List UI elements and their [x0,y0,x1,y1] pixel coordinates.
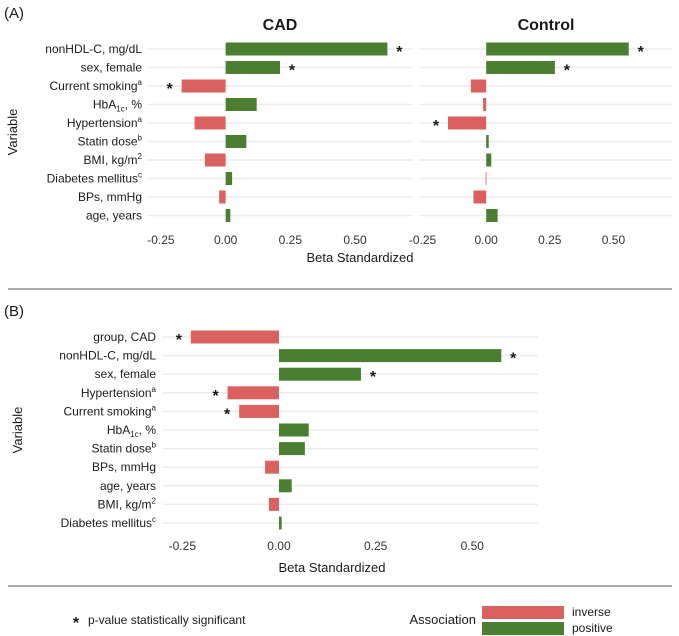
y-tick-label: BMI, kg/m2 [84,152,143,167]
bar [225,209,231,222]
significance-star: * [396,44,403,61]
bar [483,98,487,111]
y-tick-label: nonHDL-C, mg/dL [45,42,142,56]
significance-star: * [224,406,231,423]
significance-star: * [167,81,174,98]
y-tick-label: Diabetes mellitusc [61,515,156,530]
y-tick-label: Current smokinga [50,78,143,93]
x-tick-label: 0.50 [343,233,367,247]
legend-label-inverse: inverse [572,605,611,619]
bar [486,135,489,148]
panel-title: Control [518,17,575,34]
x-tick-label: 0.50 [602,233,626,247]
y-tick-label: group, CAD [93,330,156,344]
bar [190,330,279,344]
y-tick-label: Hypertensiona [81,385,157,400]
y-tick-label: BMI, kg/m2 [98,496,157,511]
bar [268,497,279,511]
bar [278,349,502,363]
bar [225,42,388,56]
y-tick-label: age, years [100,479,156,493]
y-tick-label: BPs, mmHg [92,460,156,474]
y-tick-label: HbA1c, % [107,423,156,439]
bar [470,79,487,93]
bar [181,79,226,93]
legend-label-positive: positive [572,621,613,635]
significance-star: * [510,351,517,368]
y-tick-label: Current smokinga [64,403,157,418]
x-tick-label: 0.00 [475,233,499,247]
y-axis-title: Variable [10,407,25,454]
bar [225,61,280,74]
y-tick-label: HbA1c, % [93,98,142,114]
legend-swatch-positive [482,622,564,635]
bar [278,423,309,437]
panel-label-a: (A) [4,5,24,22]
y-tick-label: age, years [86,209,142,223]
x-axis-title: Beta Standardized [279,560,386,575]
bar [486,209,498,222]
bar [486,153,492,167]
y-tick-label: BPs, mmHg [78,190,142,204]
y-tick-label: Hypertensiona [67,115,143,130]
y-tick-label: sex, female [81,61,143,75]
bar [265,460,279,474]
significance-star: * [564,63,571,80]
bar [225,172,233,185]
bar [448,116,487,130]
y-tick-label: Statin doseb [92,441,157,456]
y-tick-label: Diabetes mellitusc [47,171,142,186]
x-tick-label: 0.25 [364,539,388,553]
x-tick-label: 0.00 [214,233,238,247]
x-tick-label: 0.50 [461,539,485,553]
x-axis-title: Beta Standardized [307,250,414,265]
legend-star-icon: * [73,615,80,632]
bar [239,404,279,418]
x-tick-label: -0.25 [147,233,175,247]
y-tick-label: sex, female [95,367,157,381]
bar [278,479,292,493]
significance-star: * [370,369,377,386]
bar [194,116,226,130]
bar [473,190,487,204]
significance-star: * [638,44,645,61]
bar [486,61,555,74]
x-tick-label: 0.25 [538,233,562,247]
legend-star-text: p-value statistically significant [88,613,246,627]
x-tick-label: 0.00 [267,539,291,553]
bar [278,367,361,381]
y-tick-label: Statin doseb [78,134,143,149]
significance-star: * [212,388,219,405]
bar [227,386,279,400]
legend-swatch-inverse [482,606,564,619]
panel-title: CAD [263,17,298,34]
significance-star: * [289,63,296,80]
y-axis-title: Variable [5,109,20,156]
significance-star: * [176,332,183,349]
bar [225,98,257,111]
y-tick-label: nonHDL-C, mg/dL [59,349,156,363]
bar [219,190,226,204]
bar [486,42,629,56]
bar [278,516,282,530]
bar [485,172,487,185]
bar [278,442,305,456]
x-tick-label: -0.25 [169,539,197,553]
legend-title: Association [410,612,476,627]
significance-star: * [433,118,440,135]
x-tick-label: -0.25 [409,233,437,247]
panel-label-b: (B) [4,303,24,320]
bar [225,135,247,148]
x-tick-label: 0.25 [279,233,303,247]
bar [204,153,226,167]
